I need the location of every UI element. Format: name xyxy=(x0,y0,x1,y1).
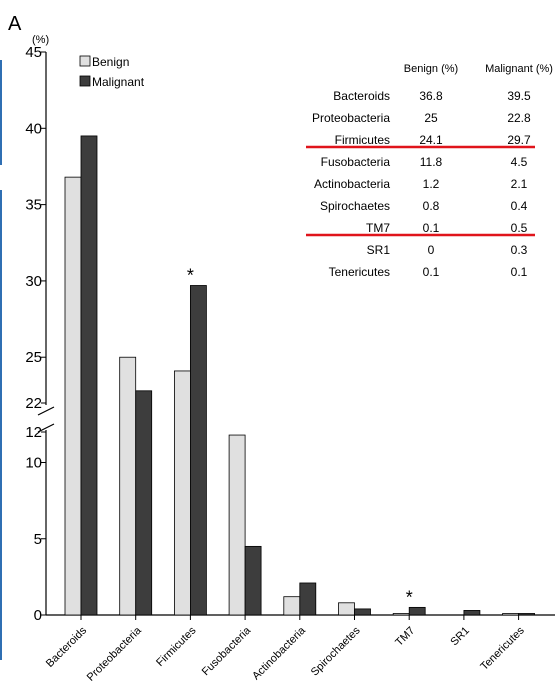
x-tick-label: Proteobacteria xyxy=(85,624,145,684)
bar-benign xyxy=(338,602,355,616)
legend-label: Malignant xyxy=(92,75,145,89)
table-cell: 11.8 xyxy=(420,155,443,169)
bar-malignant xyxy=(135,390,153,616)
legend-swatch xyxy=(79,55,91,67)
bar-malignant xyxy=(518,613,535,616)
table-cell: 0.1 xyxy=(423,265,440,279)
bar-benign xyxy=(173,370,191,616)
table-cell: 25 xyxy=(424,111,438,125)
table-cell: 0.5 xyxy=(511,221,528,235)
table-cell: 36.8 xyxy=(419,89,443,103)
bar-malignant xyxy=(244,545,262,616)
axis-break-mark xyxy=(37,406,55,416)
legend: Benign Malignant xyxy=(79,55,145,89)
legend-label: Benign xyxy=(92,55,129,69)
table-cell: 0.1 xyxy=(511,265,528,279)
data-table: Benign (%) Malignant (%) Bacteroids 36.8 39.… xyxy=(306,63,553,279)
legend-swatch xyxy=(79,75,91,87)
y-tick-label: 12 xyxy=(25,424,42,441)
x-tick-label: TM7 xyxy=(393,625,417,649)
table-cell: 0.3 xyxy=(511,243,528,257)
panel-label: A xyxy=(8,13,22,35)
bar-malignant xyxy=(408,606,426,616)
table-cell: 2.1 xyxy=(511,177,528,191)
x-tick-label: Bacteroids xyxy=(44,624,90,670)
axis-break-mark xyxy=(37,423,55,433)
axes: 0 5 10 12 22 25 30 35 40 45 xyxy=(25,44,555,624)
y-tick-label: 25 xyxy=(25,349,42,366)
left-edge-accent xyxy=(0,190,2,660)
x-tick-label: SR1 xyxy=(448,625,472,649)
table-cell: 0.4 xyxy=(511,199,528,213)
table-row-label: Firmicutes xyxy=(335,133,390,147)
table-cell: 24.1 xyxy=(419,133,443,147)
bar-benign xyxy=(119,356,137,616)
y-tick-label: 10 xyxy=(25,455,42,472)
bar-benign xyxy=(283,596,301,616)
y-tick-label: 30 xyxy=(25,273,42,290)
table-cell: 0.8 xyxy=(423,199,440,213)
table-row-label: Fusobacteria xyxy=(321,155,391,169)
table-cell: 0 xyxy=(428,243,435,257)
table-cell: 29.7 xyxy=(507,133,531,147)
table-cell: 0.1 xyxy=(423,221,440,235)
bar-benign xyxy=(502,613,520,616)
table-row-label: Spirochaetes xyxy=(320,199,390,213)
x-tick-label: Actinobacteria xyxy=(250,624,308,682)
table-row-label: Tenericutes xyxy=(329,265,390,279)
bar-malignant xyxy=(299,582,317,616)
table-row-label: SR1 xyxy=(367,243,391,257)
significance-marker: * xyxy=(187,265,194,285)
left-edge-accent xyxy=(0,60,2,165)
y-tick-label: 35 xyxy=(25,197,42,214)
table-row-label: TM7 xyxy=(366,221,390,235)
x-tick-label: Fusobacteria xyxy=(200,624,254,678)
table-cell: 39.5 xyxy=(507,89,531,103)
bars: ** xyxy=(64,135,535,616)
y-tick-label: 0 xyxy=(34,607,42,624)
table-header: Benign (%) xyxy=(404,63,458,75)
x-tick-label: Firmicutes xyxy=(154,624,199,669)
table-cell: 4.5 xyxy=(511,155,528,169)
y-tick-label: 22 xyxy=(25,395,42,412)
bar-malignant xyxy=(80,135,98,616)
table-cell: 22.8 xyxy=(507,111,531,125)
bar-malignant xyxy=(463,610,481,616)
table-row-label: Bacteroids xyxy=(333,89,390,103)
significance-marker: * xyxy=(406,587,413,607)
y-tick-label: 40 xyxy=(25,120,42,137)
table-header: Malignant (%) xyxy=(485,63,553,75)
x-tick-label: Spirochaetes xyxy=(309,624,363,678)
y-unit-label: (%) xyxy=(32,34,49,46)
bar-benign xyxy=(64,176,82,616)
table-row-label: Proteobacteria xyxy=(312,111,390,125)
y-tick-label: 45 xyxy=(25,44,42,61)
table-cell: 1.2 xyxy=(423,177,440,191)
table-row-label: Actinobacteria xyxy=(314,177,390,191)
bar-benign xyxy=(228,434,246,616)
bar-malignant xyxy=(354,608,371,616)
x-tick-label: Tenericutes xyxy=(478,624,527,673)
bar-malignant xyxy=(189,285,207,616)
y-tick-label: 5 xyxy=(34,531,42,548)
bar-benign xyxy=(392,613,410,616)
